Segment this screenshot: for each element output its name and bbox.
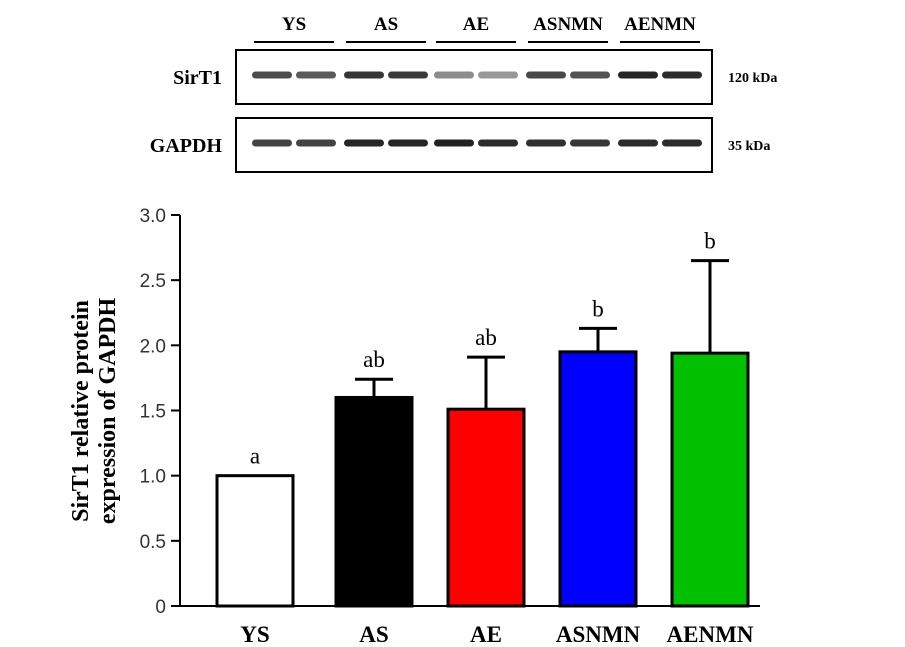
blot-band: [388, 139, 428, 147]
molecular-weight-label: 120 kDa: [728, 71, 777, 86]
bar-group-ys: a YS: [215, 444, 295, 647]
blot-band: [296, 139, 336, 147]
y-axis-title-line: SirT1 relative protein: [68, 300, 94, 522]
bar-chart: 0 0.5 1.0 1.5 2.0 2.5 3.0 SirT1 relative protei…: [68, 206, 760, 647]
blot-band: [434, 71, 474, 79]
significance-label: ab: [475, 325, 497, 350]
x-tick-label: AENMN: [667, 622, 754, 647]
bar: [334, 395, 414, 608]
blot-band: [434, 139, 474, 147]
y-tick-label: 2.0: [140, 336, 166, 357]
blot-row-sirt1: SirT1 120 kDa: [173, 49, 777, 105]
y-tick-label: 2.5: [140, 271, 166, 292]
x-tick-label: YS: [240, 622, 269, 647]
blot-row-gapdh: GAPDH 35 kDa: [150, 117, 770, 173]
bar-group-ae: ab AE: [446, 325, 526, 647]
y-tick-label: 1.5: [140, 402, 166, 423]
lane-label-ys: YS: [282, 14, 306, 35]
blot-band: [662, 139, 702, 147]
lane-label-asnmn: ASNMN: [533, 14, 603, 35]
y-axis-title-line: expression of GAPDH: [95, 298, 121, 525]
blot-band: [344, 71, 384, 79]
blot-band: [478, 139, 518, 147]
x-tick-label: ASNMN: [556, 622, 641, 647]
blot-band: [344, 139, 384, 147]
blot-band: [570, 139, 610, 147]
blot-row-label: GAPDH: [150, 135, 223, 157]
significance-label: b: [592, 296, 604, 321]
lane-label-aenmn: AENMN: [624, 14, 696, 35]
x-tick-label: AE: [470, 622, 502, 647]
blot-row-label: SirT1: [173, 67, 222, 89]
y-axis-title: SirT1 relative proteinexpression of GAPD…: [68, 298, 121, 525]
blot-band: [570, 71, 610, 79]
significance-label: ab: [363, 347, 385, 372]
bar: [670, 351, 750, 608]
significance-label: a: [250, 444, 260, 469]
blot-band: [478, 71, 518, 79]
lane-label-as: AS: [374, 14, 398, 35]
bar-group-as: ab AS: [334, 347, 414, 647]
bar: [558, 350, 638, 608]
blot-band: [388, 71, 428, 79]
blot-band: [296, 71, 336, 79]
bar-group-asnmn: b ASNMN: [556, 296, 641, 647]
blot-band: [618, 139, 658, 147]
y-tick-label: 0.5: [140, 532, 166, 553]
x-tick-label: AS: [359, 622, 388, 647]
lane-label-ae: AE: [463, 14, 489, 35]
y-tick-label: 1.0: [140, 467, 166, 488]
y-tick-label: 3.0: [140, 206, 166, 227]
significance-label: b: [704, 229, 716, 254]
bar: [215, 474, 295, 608]
blot-band: [252, 71, 292, 79]
western-blot-panel: YS AS AE ASNMN AENMN SirT1 120 kDa GAPDH 35 kDa: [150, 14, 777, 173]
blot-band: [618, 71, 658, 79]
blot-band: [662, 71, 702, 79]
bar: [446, 407, 526, 608]
blot-band: [526, 139, 566, 147]
molecular-weight-label: 35 kDa: [728, 139, 770, 154]
blot-band: [526, 71, 566, 79]
blot-band: [252, 139, 292, 147]
y-tick-label: 0: [155, 597, 166, 618]
bar-group-aenmn: b AENMN: [667, 229, 754, 647]
